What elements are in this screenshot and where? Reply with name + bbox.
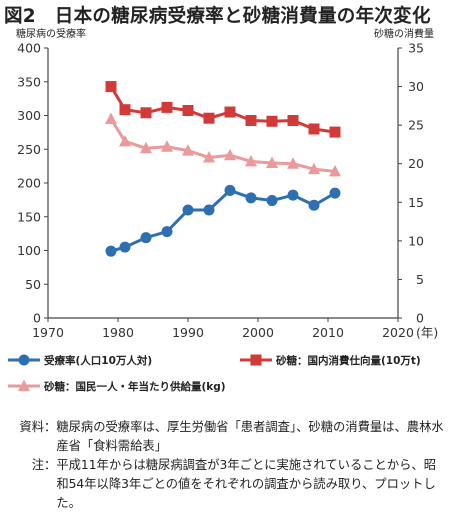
y-axis-right-title: 砂糖の消費量	[374, 27, 434, 40]
legend-marker-0	[18, 354, 30, 366]
legend-label-1: 砂糖：国内消費仕向量(10万t)	[275, 354, 421, 367]
y-left-tick-label: 200	[17, 176, 41, 191]
note-source-colon: ：	[44, 420, 57, 434]
note-remark-text: 平成11年からは糖尿病調査が3年ごとに実施されていることから、昭和54年以降3年…	[56, 458, 437, 510]
data-point-s0	[119, 241, 131, 253]
x-tick-label: 2010	[312, 325, 344, 340]
data-point-s1	[308, 123, 320, 135]
y-right-tick-label: 15	[408, 195, 424, 210]
data-point-s1	[287, 115, 299, 127]
data-point-s2	[245, 154, 257, 167]
y-right-tick-label: 35	[408, 41, 424, 56]
chart: 糖尿病の受療率 砂糖の消費量 0501001502002503003504000…	[8, 27, 438, 393]
data-point-s2	[105, 112, 117, 124]
note-remark: 注 ： 平成11年からは糖尿病調査が3年ごとに実施されていることから、昭和54年…	[6, 456, 446, 513]
legend-marker-2	[18, 379, 30, 391]
data-point-s2	[329, 164, 341, 177]
data-point-s0	[224, 184, 236, 196]
y-axis-left-title: 糖尿病の受療率	[16, 27, 86, 40]
data-point-s0	[203, 204, 215, 216]
data-point-s2	[287, 157, 299, 169]
data-point-s1	[119, 104, 131, 116]
data-point-s0	[140, 232, 152, 244]
note-source: 資料 ： 糖尿病の受療率は、厚生労働省「患者調査」、砂糖の消費量は、農林水産省「…	[6, 418, 446, 456]
note-source-text: 糖尿病の受療率は、厚生労働省「患者調査」、砂糖の消費量は、農林水産省「食料需給表…	[56, 420, 444, 453]
y-right-tick-label: 30	[408, 79, 424, 94]
data-point-s1	[140, 107, 152, 119]
y-left-tick-label: 250	[17, 142, 41, 157]
y-right-tick-label: 5	[416, 272, 424, 287]
data-point-s0	[182, 204, 194, 216]
series-markers	[105, 81, 341, 257]
y-right-tick-label: 20	[408, 156, 424, 171]
data-point-s0	[308, 199, 320, 211]
y-right-tick-label: 10	[408, 233, 424, 248]
y-left-tick-label: 50	[25, 277, 41, 292]
x-tick-label: 1980	[102, 325, 134, 340]
x-tick-label: 1970	[32, 325, 64, 340]
data-point-s0	[105, 245, 117, 257]
legend-marker-1	[250, 354, 262, 366]
chart-title: 図2 日本の糖尿病受療率と砂糖消費量の年次変化	[4, 6, 431, 27]
data-point-s2	[182, 144, 194, 156]
y-right-tick-label: 0	[416, 311, 424, 326]
y-left-tick-label: 300	[17, 108, 41, 123]
y-left-tick-label: 400	[17, 41, 41, 56]
axes	[44, 47, 402, 322]
legend: 受療率(人口10万人対) 砂糖：国内消費仕向量(10万t) 砂糖：国民一人・年当たり…	[8, 354, 421, 393]
y-left-tick-label: 350	[17, 74, 41, 89]
data-point-s2	[140, 141, 152, 154]
note-source-key: 資料	[19, 420, 44, 434]
x-tick-label: 2020	[382, 325, 414, 340]
data-point-s0	[161, 226, 173, 238]
legend-label-0: 受療率(人口10万人対)	[44, 354, 152, 367]
y-left-tick-label: 0	[33, 311, 41, 326]
y-right-tick-label: 25	[408, 118, 424, 133]
y-left-tick-label: 100	[17, 243, 41, 258]
y-left-tick-label: 150	[17, 209, 41, 224]
tick-labels: 0 50 100 150 200 250 300 350 400 0 5 10 15 20 25 30 35 19…	[17, 41, 438, 341]
data-point-s1	[182, 104, 194, 116]
data-point-s2	[119, 134, 131, 147]
data-point-s2	[161, 140, 173, 152]
x-tick-label: 1990	[172, 325, 204, 340]
data-point-s1	[203, 112, 215, 124]
data-point-s1	[245, 115, 257, 127]
data-point-s2	[266, 156, 278, 168]
data-point-s1	[161, 101, 173, 113]
note-remark-key: 注	[31, 458, 44, 472]
data-point-s1	[105, 81, 117, 93]
x-tick-label: 2000	[242, 325, 274, 340]
data-point-s0	[266, 195, 278, 207]
data-point-s2	[308, 162, 320, 175]
data-point-s0	[287, 189, 299, 201]
data-point-s1	[266, 115, 278, 127]
data-point-s2	[203, 151, 215, 163]
data-point-s1	[329, 126, 341, 138]
legend-label-2: 砂糖：国民一人・年当たり供給量(kg)	[43, 380, 226, 393]
data-point-s1	[224, 106, 236, 118]
data-point-s0	[329, 187, 341, 199]
note-remark-colon: ：	[44, 458, 57, 472]
data-point-s2	[224, 148, 236, 161]
notes: 資料 ： 糖尿病の受療率は、厚生労働省「患者調査」、砂糖の消費量は、農林水産省「…	[6, 418, 446, 513]
data-point-s0	[245, 192, 257, 204]
x-axis-unit: (年)	[416, 325, 438, 340]
